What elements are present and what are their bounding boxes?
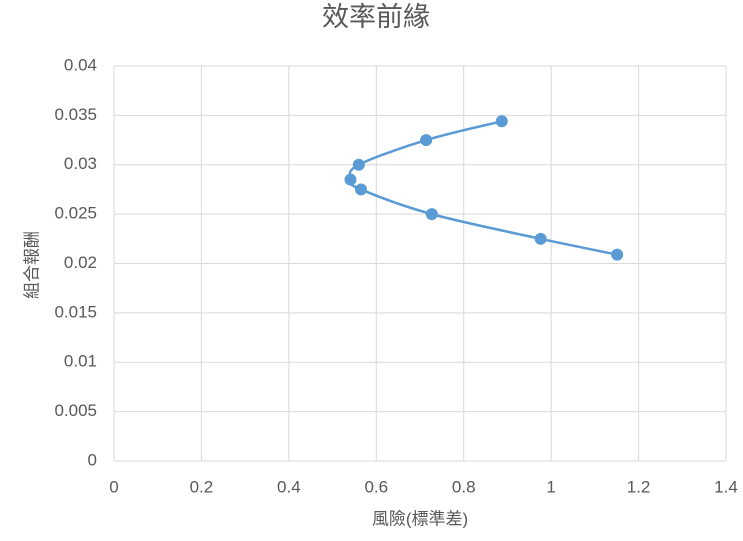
y-axis-label: 組合報酬 (22, 231, 41, 299)
point (425, 208, 438, 221)
x-tick-label: 0 (109, 477, 118, 496)
y-tick-label: 0.02 (64, 253, 97, 272)
line (348, 120, 618, 256)
y-tick-label: 0.025 (54, 204, 97, 223)
point (495, 115, 508, 128)
point (534, 232, 547, 245)
x-tick-label: 1.4 (714, 477, 738, 496)
x-tick-label: 0.6 (364, 477, 388, 496)
x-tick-label: 1 (546, 477, 555, 496)
y-tick-label: 0.015 (54, 302, 97, 321)
x-tick-label: 0.2 (190, 477, 214, 496)
point (352, 158, 365, 171)
point (344, 173, 357, 186)
point (420, 134, 433, 147)
x-axis-label: 風險(標準差) (372, 509, 468, 528)
y-tick-label: 0.035 (54, 105, 97, 124)
y-tick-label: 0.005 (54, 401, 97, 420)
x-tick-label: 1.2 (627, 477, 651, 496)
x-tick-label: 0.4 (277, 477, 301, 496)
point (354, 183, 367, 196)
chart-title: 效率前緣 (322, 2, 430, 32)
point (611, 248, 624, 261)
x-tick-label: 0.8 (452, 477, 476, 496)
y-tick-label: 0.01 (64, 352, 97, 371)
y-tick-label: 0.04 (64, 55, 97, 74)
y-tick-label: 0.03 (64, 154, 97, 173)
y-tick-label: 0 (88, 450, 97, 469)
